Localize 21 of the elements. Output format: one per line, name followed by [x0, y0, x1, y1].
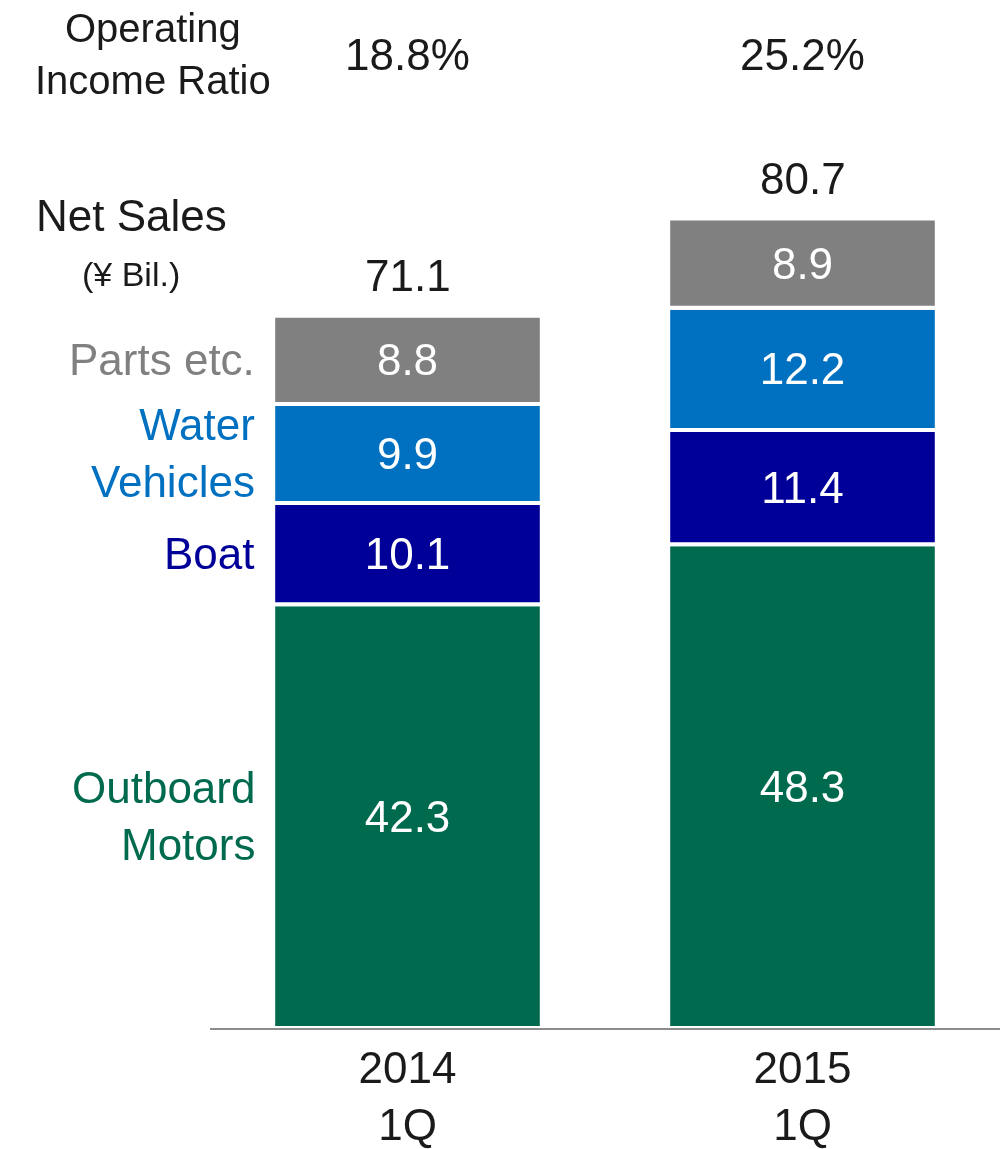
data-label: 8.9 — [771, 238, 834, 288]
series-label: Water Vehicles — [91, 400, 255, 507]
x-tick-label: 2014 1Q — [358, 1042, 457, 1149]
series-label: Outboard Motors — [72, 763, 256, 870]
text: (¥ Bil.) — [82, 255, 181, 293]
series-label: Boat — [164, 529, 255, 578]
text: 18.8% — [345, 30, 470, 79]
x-tick-label: 2015 1Q — [753, 1042, 852, 1149]
text: Operating Income Ratio — [35, 6, 271, 102]
data-label: 10.1 — [364, 529, 451, 579]
text: 25.2% — [740, 30, 865, 79]
series-label: Parts etc. — [69, 335, 255, 384]
data-label: 12.2 — [759, 344, 846, 394]
data-label: 48.3 — [759, 761, 846, 811]
data-label: 11.4 — [761, 462, 844, 512]
data-label: 8.8 — [376, 335, 439, 385]
data-label: 42.3 — [364, 791, 451, 841]
total-label: 80.7 — [760, 154, 846, 203]
annotation: Net Sales — [36, 191, 227, 240]
total-label: 71.1 — [365, 251, 451, 300]
data-label: 9.9 — [376, 428, 439, 478]
